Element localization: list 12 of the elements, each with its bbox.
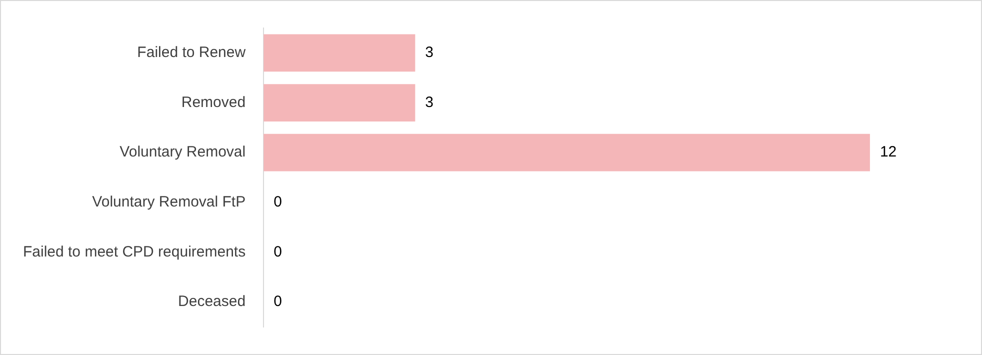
y-tick-label: Removed (181, 94, 246, 111)
y-tick-label: Deceased (178, 293, 246, 310)
data-label: 12 (880, 144, 897, 161)
data-label: 0 (274, 293, 282, 310)
data-label: 0 (274, 243, 282, 260)
y-tick-label: Failed to Renew (137, 44, 246, 62)
y-tick-label: Voluntary Removal (120, 144, 246, 161)
y-tick-label: Voluntary Removal FtP (92, 194, 246, 211)
data-label: 3 (425, 94, 434, 111)
y-tick-label: Failed to meet CPD requirements (22, 243, 246, 260)
data-label: 0 (274, 194, 282, 211)
data-label: 3 (425, 44, 434, 62)
